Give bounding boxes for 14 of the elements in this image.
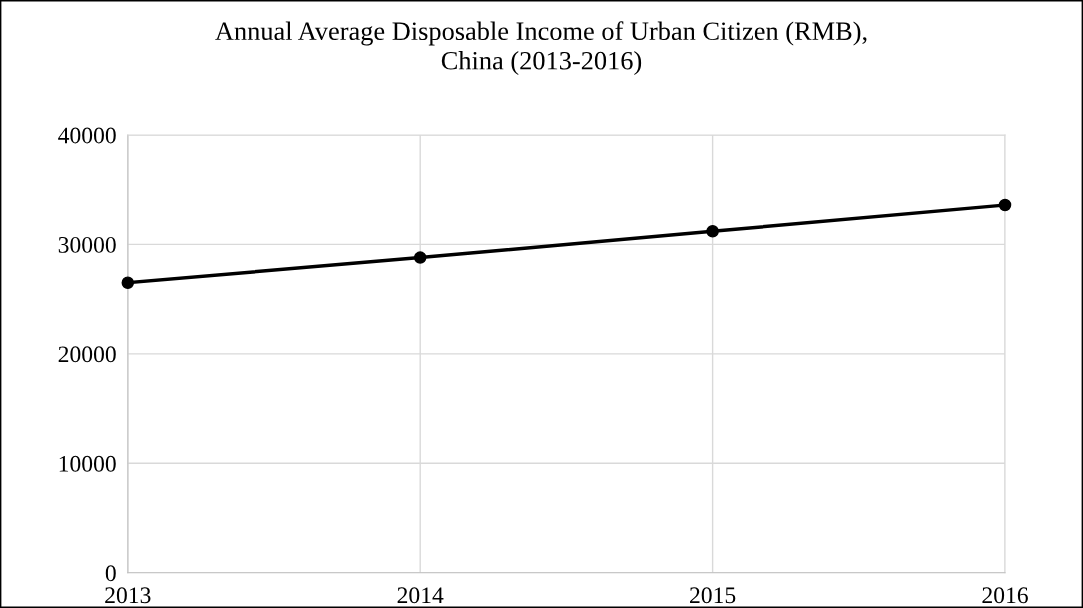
y-tick-label: 0	[105, 565, 116, 582]
chart-title: Annual Average Disposable Income of Urban Citizen (RMB), China (2013-2016)	[215, 21, 867, 75]
x-tick-label: 2014	[397, 587, 444, 604]
point	[121, 276, 135, 289]
x-tick-label: 2016	[982, 587, 1028, 604]
y-tick-label: 30000	[58, 236, 116, 253]
point	[998, 198, 1012, 212]
point	[413, 251, 427, 264]
x-tick-label: 2015	[690, 587, 736, 604]
point	[706, 225, 719, 238]
x-tick-label: 2013	[105, 587, 151, 604]
y-tick-label: 20000	[58, 346, 116, 363]
y-tick-label: 10000	[59, 455, 116, 472]
y-tick-label: 40000	[58, 127, 116, 144]
